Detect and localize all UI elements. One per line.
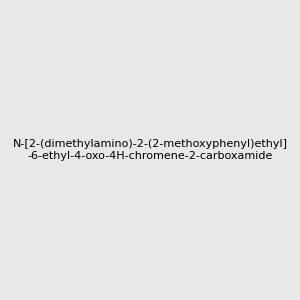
Text: N-[2-(dimethylamino)-2-(2-methoxyphenyl)ethyl]
-6-ethyl-4-oxo-4H-chromene-2-carb: N-[2-(dimethylamino)-2-(2-methoxyphenyl)…	[13, 139, 287, 161]
